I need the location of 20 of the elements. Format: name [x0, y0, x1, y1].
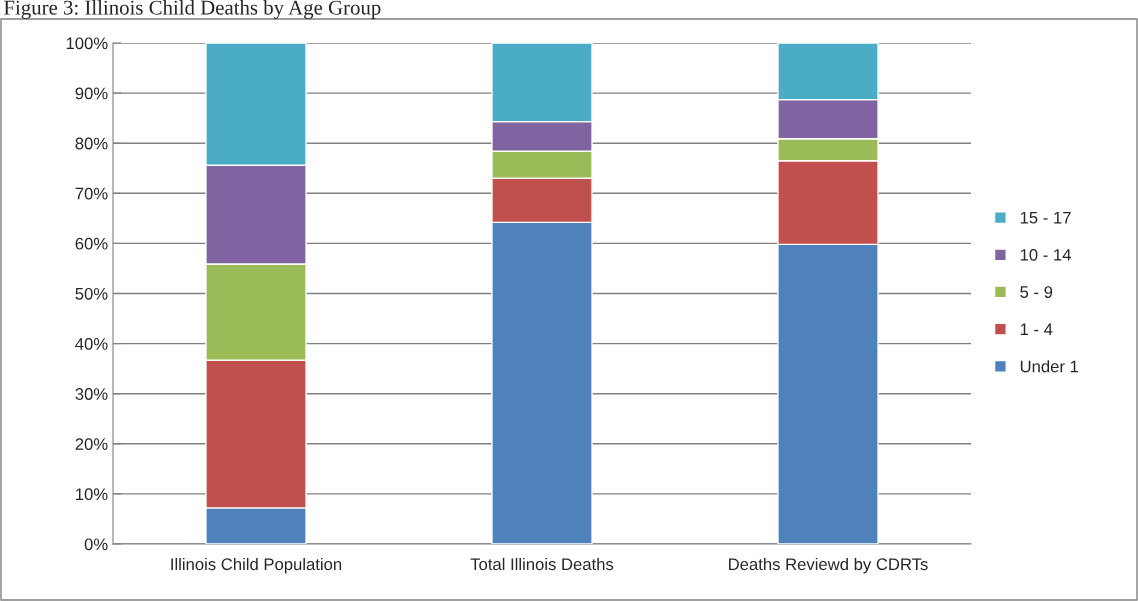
y-tick-label: 50%	[75, 287, 108, 300]
y-tick-label: 60%	[75, 237, 108, 250]
y-tick-label: 100%	[66, 37, 108, 50]
legend-label: Under 1	[1020, 360, 1079, 373]
y-tick-label: 70%	[75, 187, 108, 200]
chart-title: Figure 3: Illinois Child Deaths by Age Group	[4, 0, 381, 19]
x-tick-label: Deaths Reviewd by CDRTs	[729, 557, 928, 574]
y-tick-label: 80%	[75, 137, 108, 150]
y-tick-label: 30%	[75, 388, 108, 400]
legend-label: 5 - 9	[1020, 286, 1053, 298]
y-tick-label: 10%	[76, 488, 108, 501]
legend-label: 10 - 14	[1020, 248, 1071, 261]
y-tick-label: 0%	[84, 538, 108, 551]
legend-label: 1 - 4	[1020, 323, 1053, 336]
x-tick-label: Illinois Child Population	[171, 557, 342, 574]
y-tick-label: 20%	[75, 438, 108, 450]
y-tick-label: 90%	[75, 87, 108, 100]
x-tick-label: Total Illinois Deaths	[470, 557, 614, 571]
legend-label: 15 - 17	[1020, 211, 1071, 224]
y-tick-label: 40%	[75, 338, 108, 350]
